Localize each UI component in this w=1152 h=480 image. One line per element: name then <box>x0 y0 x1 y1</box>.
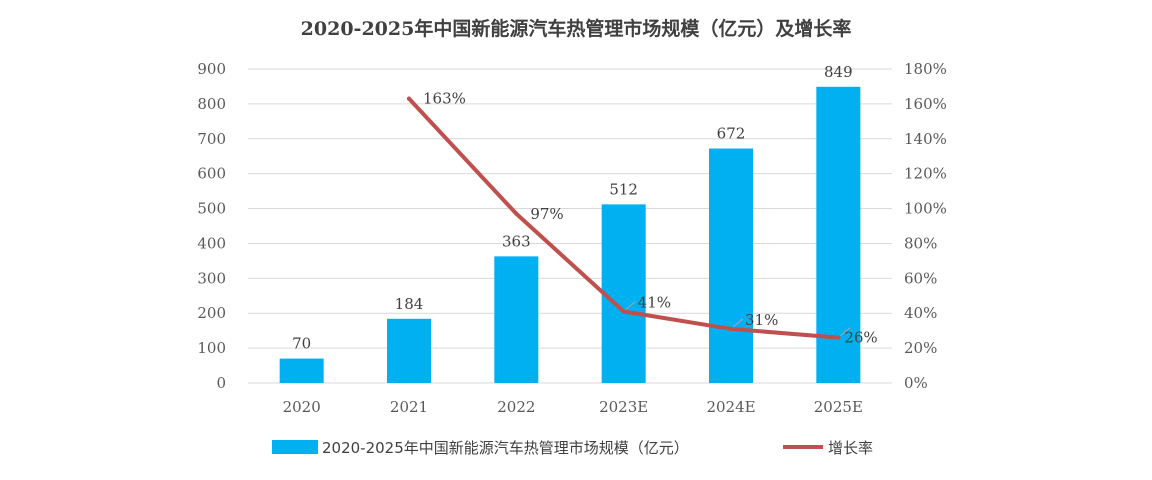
x-tick-label: 2022 <box>497 398 535 416</box>
x-tick-label: 2020 <box>283 398 321 416</box>
y-left-tick-label: 100 <box>197 339 226 357</box>
leader-line <box>625 301 636 310</box>
chart-title: 2020-2025年中国新能源汽车热管理市场规模（亿元）及增长率 <box>300 18 852 40</box>
legend-bar-label: 2020-2025年中国新能源汽车热管理市场规模（亿元） <box>322 439 689 457</box>
y-right-tick-label: 160% <box>904 95 947 113</box>
bar <box>279 358 324 383</box>
growth-rate-point <box>407 96 411 101</box>
y-left-tick-label: 200 <box>197 304 226 322</box>
y-right-tick-label: 180% <box>904 60 947 78</box>
line-data-label: 41% <box>638 293 671 311</box>
bar <box>709 148 753 383</box>
y-left-tick-label: 400 <box>197 234 226 252</box>
legend-line-label: 增长率 <box>828 439 873 457</box>
bar <box>387 318 431 383</box>
leader-line <box>732 318 744 328</box>
y-right-tick-label: 100% <box>904 200 947 218</box>
y-right-tick-label: 0% <box>904 374 928 392</box>
y-left-tick-label: 800 <box>197 95 226 113</box>
line-data-label: 163% <box>423 90 466 108</box>
growth-rate-point <box>729 326 733 331</box>
bar-data-label: 184 <box>395 295 424 313</box>
bar-data-label: 672 <box>717 125 746 143</box>
x-tick-label: 2025E <box>814 398 863 416</box>
growth-rate-point <box>621 309 626 314</box>
y-right-tick-label: 40% <box>904 304 937 322</box>
y-right-tick-label: 140% <box>904 130 947 148</box>
bar-data-label: 512 <box>609 180 638 198</box>
y-left-tick-label: 500 <box>197 200 226 218</box>
growth-rate-point <box>836 335 841 340</box>
bar-data-label: 849 <box>824 63 853 81</box>
bar <box>494 256 539 383</box>
line-data-label: 26% <box>844 329 877 347</box>
y-left-tick-label: 0 <box>216 374 226 392</box>
x-tick-label: 2024E <box>706 398 755 416</box>
line-data-label: 97% <box>530 205 563 223</box>
x-tick-label: 2023E <box>599 398 648 416</box>
y-right-tick-label: 120% <box>904 165 947 183</box>
y-right-tick-label: 20% <box>904 339 937 357</box>
bar-data-label: 363 <box>502 232 531 250</box>
legend-bar-swatch <box>272 440 318 454</box>
y-left-tick-label: 700 <box>197 130 226 148</box>
y-left-tick-label: 600 <box>197 165 226 183</box>
line-data-label: 31% <box>745 311 778 329</box>
bar <box>816 86 861 383</box>
y-right-tick-label: 60% <box>904 269 937 287</box>
y-left-tick-label: 900 <box>197 60 226 78</box>
bar-data-label: 70 <box>292 335 311 353</box>
y-left-tick-label: 300 <box>197 269 226 287</box>
bar <box>601 204 646 383</box>
x-tick-label: 2021 <box>390 398 428 416</box>
y-right-tick-label: 80% <box>904 234 937 252</box>
growth-rate-point <box>514 211 519 216</box>
leader-line <box>840 327 851 337</box>
